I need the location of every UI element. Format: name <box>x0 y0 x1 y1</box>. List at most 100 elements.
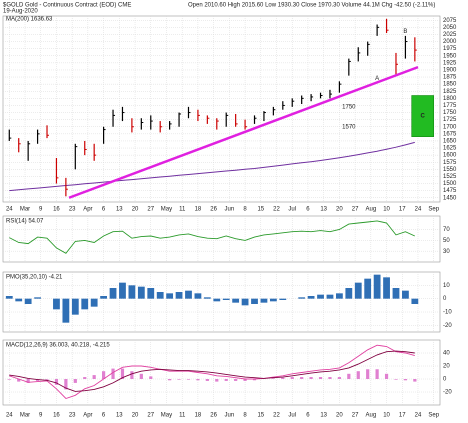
histogram-bar <box>366 369 370 379</box>
panel-frame <box>2 215 441 263</box>
y-tick-label: 1600 <box>443 153 457 159</box>
bar <box>34 297 41 299</box>
quote: Open 2010.60 High 2015.60 Low 1930.30 Cl… <box>188 3 435 9</box>
x-tick-label: May <box>161 413 172 419</box>
x-tick-label: 20 <box>336 207 343 213</box>
y-tick-label: -10 <box>443 310 452 316</box>
histogram-bar <box>318 377 323 379</box>
x-tick-label: 20 <box>132 413 139 419</box>
indicator-line <box>9 344 415 400</box>
x-tick-label: 13 <box>320 413 327 419</box>
annotation: B <box>403 29 407 35</box>
x-tick-label: 20 <box>336 413 343 419</box>
histogram-bar <box>54 379 59 385</box>
y-tick-label: 10 <box>443 283 450 289</box>
x-tick-label: 16 <box>53 413 60 419</box>
y-tick-label: 0 <box>443 377 447 383</box>
x-tick-label: 20 <box>132 207 139 213</box>
x-tick-label: 24 <box>415 413 422 419</box>
x-tick-label: 11 <box>179 207 186 213</box>
histogram-bar <box>102 371 106 379</box>
bar <box>222 298 230 300</box>
bar <box>15 298 23 302</box>
x-tick-label: 6 <box>306 413 310 419</box>
y-tick-label: 2000 <box>443 39 457 45</box>
x-tick-label: 10 <box>383 207 390 213</box>
bar <box>241 298 249 306</box>
y-tick-label: 1700 <box>443 124 457 130</box>
histogram-bar <box>224 379 228 381</box>
histogram-bar <box>413 379 417 382</box>
histogram-bar <box>347 373 351 379</box>
x-tick-label: Aug <box>365 207 376 213</box>
trendline <box>68 65 419 199</box>
x-tick-label: 24 <box>6 207 13 213</box>
indicator-line <box>9 220 415 254</box>
x-tick-label: 15 <box>257 413 264 419</box>
bar <box>317 294 324 299</box>
bar <box>90 298 98 307</box>
bar <box>364 278 372 299</box>
x-tick-label: Jun <box>225 413 235 419</box>
x-tick-label: Mar <box>20 207 30 213</box>
bar <box>392 288 400 299</box>
x-tick-label: 13 <box>116 207 123 213</box>
histogram-bar <box>300 377 304 379</box>
bar <box>175 292 183 299</box>
y-tick-label: 1750 <box>443 110 457 116</box>
x-tick-label: 18 <box>195 207 202 213</box>
bar <box>373 274 381 299</box>
histogram-bar <box>17 379 21 382</box>
x-tick-label: Jul <box>288 413 296 419</box>
x-tick-label: Aug <box>365 413 376 419</box>
x-tick-label: Jul <box>288 207 296 213</box>
x-tick-label: 17 <box>399 207 406 213</box>
x-tick-label: Mar <box>20 413 30 419</box>
y-tick-label: 1950 <box>443 53 457 59</box>
y-tick-label: 1850 <box>443 82 457 88</box>
x-tick-label: 15 <box>257 207 264 213</box>
histogram-bar <box>375 369 379 379</box>
x-tick-label: 16 <box>53 207 60 213</box>
subtitle: 19-Aug-2020 <box>3 9 38 15</box>
bar <box>194 293 202 299</box>
x-tick-label: 22 <box>273 413 280 419</box>
histogram-bar <box>177 379 181 380</box>
x-tick-label: 11 <box>179 413 186 419</box>
y-tick-label: 50 <box>443 238 450 244</box>
bar <box>260 298 268 303</box>
histogram-bar <box>186 379 191 380</box>
histogram-bar <box>290 377 294 379</box>
legend-entry: MA(200) 1636.63 <box>6 17 53 23</box>
x-tick-label: 6 <box>102 207 106 213</box>
zone-box <box>411 95 435 137</box>
histogram-bar <box>403 379 408 381</box>
y-tick-label: 1900 <box>443 68 457 74</box>
bar <box>411 298 419 304</box>
x-tick-label: 9 <box>39 413 43 419</box>
x-tick-label: Jun <box>225 207 235 213</box>
histogram-bar <box>92 375 96 379</box>
x-tick-label: 24 <box>415 207 422 213</box>
bar <box>71 298 79 315</box>
bar <box>251 298 258 304</box>
y-tick-label: 1975 <box>443 46 457 52</box>
annotation: 1570 <box>342 124 356 130</box>
y-tick-label: 30 <box>443 249 450 255</box>
bar <box>53 298 60 310</box>
bar <box>185 290 192 299</box>
bar <box>354 282 362 299</box>
histogram-bar <box>168 379 172 381</box>
histogram-bar <box>130 371 134 379</box>
bar <box>383 277 390 299</box>
x-tick-label: 13 <box>320 207 327 213</box>
bar <box>269 298 277 302</box>
y-tick-label: 1875 <box>443 75 457 81</box>
bar <box>232 298 240 303</box>
y-tick-label: 2050 <box>443 25 457 31</box>
panel-frame <box>2 339 441 406</box>
panel-frame <box>2 271 441 333</box>
x-tick-label: 9 <box>39 207 43 213</box>
bar <box>203 297 211 299</box>
